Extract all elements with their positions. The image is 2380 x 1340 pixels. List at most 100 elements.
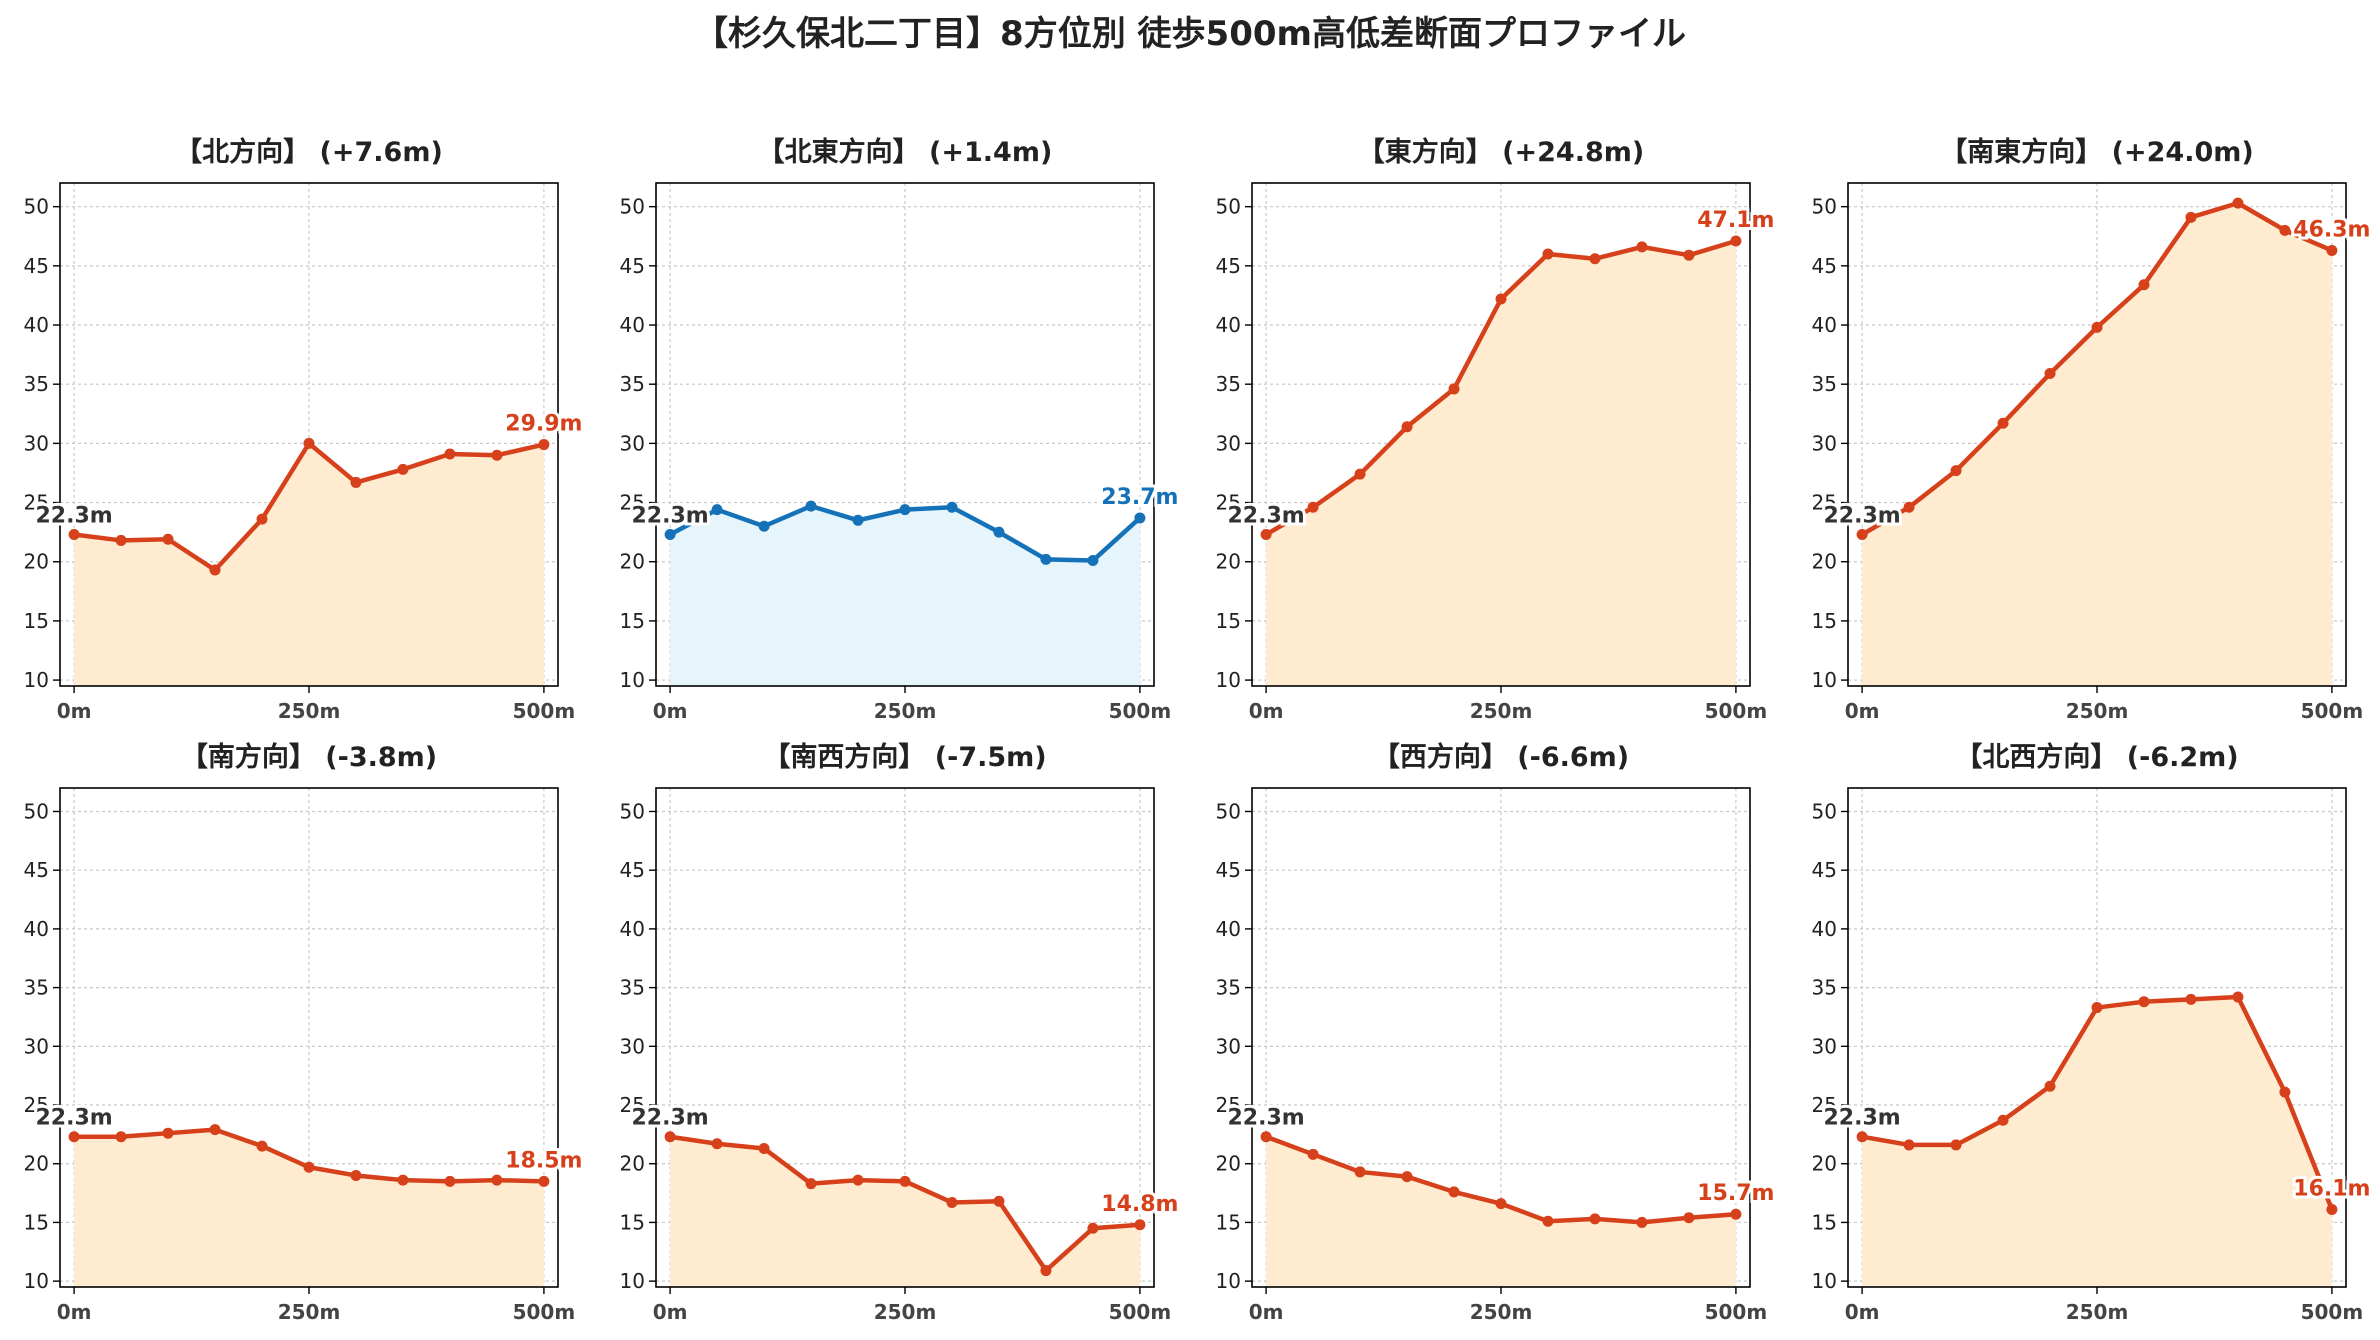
data-point [1683, 1212, 1695, 1224]
data-point [1903, 501, 1915, 513]
y-tick-label: 15 [1812, 1210, 1837, 1234]
y-tick-label: 35 [24, 976, 49, 1000]
y-tick-label: 40 [620, 917, 645, 941]
area-fill [1266, 1136, 1736, 1287]
x-tick-label: 250m [874, 1300, 937, 1324]
data-point [1087, 555, 1099, 567]
y-tick-label: 25 [620, 491, 645, 515]
x-tick-label: 0m [57, 1300, 92, 1324]
y-tick-label: 30 [24, 431, 49, 455]
x-tick-label: 0m [57, 699, 92, 723]
y-tick-label: 45 [24, 254, 49, 278]
data-point [993, 1195, 1005, 1207]
data-point [1636, 1216, 1648, 1228]
y-tick-label: 10 [24, 668, 49, 692]
y-tick-label: 20 [1812, 550, 1837, 574]
data-point [899, 1175, 911, 1187]
y-tick-label: 40 [1812, 917, 1837, 941]
area-fill [1862, 996, 2332, 1287]
data-point [1950, 465, 1962, 477]
data-point [491, 1174, 503, 1186]
y-tick-label: 15 [24, 1210, 49, 1234]
data-point [805, 1178, 817, 1190]
y-tick-label: 25 [1216, 491, 1241, 515]
subplot-title: 【北方向】 (+7.6m) [175, 136, 443, 168]
y-tick-label: 15 [620, 609, 645, 633]
y-tick-label: 15 [1216, 1210, 1241, 1234]
data-point [2232, 197, 2244, 209]
y-tick-label: 20 [1216, 550, 1241, 574]
y-tick-label: 15 [1812, 609, 1837, 633]
y-tick-label: 10 [1812, 1269, 1837, 1293]
data-point [899, 504, 911, 516]
y-tick-label: 30 [24, 1034, 49, 1058]
data-point [1856, 1131, 1868, 1143]
start-elevation-label: 22.3m [631, 504, 708, 529]
y-tick-label: 45 [1216, 254, 1241, 278]
y-tick-label: 35 [24, 372, 49, 396]
y-tick-label: 35 [620, 372, 645, 396]
y-tick-label: 50 [1216, 799, 1241, 823]
subplot-title: 【西方向】 (-6.6m) [1373, 741, 1629, 773]
data-point [1134, 1219, 1146, 1231]
subplot-title: 【南西方向】 (-7.5m) [763, 741, 1046, 773]
data-point [1730, 1208, 1742, 1220]
x-tick-label: 500m [2301, 1300, 2364, 1324]
data-point [1260, 529, 1272, 541]
x-tick-label: 0m [1845, 1300, 1880, 1324]
data-point [2044, 1080, 2056, 1092]
y-tick-label: 35 [1216, 976, 1241, 1000]
y-tick-label: 10 [1216, 1269, 1241, 1293]
y-tick-label: 20 [1812, 1152, 1837, 1176]
data-point [946, 1196, 958, 1208]
data-point [2091, 1002, 2103, 1014]
x-tick-label: 0m [653, 699, 688, 723]
start-elevation-label: 22.3m [1227, 1106, 1304, 1131]
area-fill [670, 506, 1140, 686]
data-point [1087, 1222, 1099, 1234]
subplot-title: 【北東方向】 (+1.4m) [758, 136, 1053, 168]
data-point [2091, 321, 2103, 333]
start-elevation-label: 22.3m [1823, 504, 1900, 529]
y-tick-label: 35 [1812, 372, 1837, 396]
data-point [805, 500, 817, 512]
data-point [162, 533, 174, 545]
data-point [1354, 468, 1366, 480]
data-point [1134, 512, 1146, 524]
data-point [444, 1175, 456, 1187]
data-point [1260, 1131, 1272, 1143]
data-point [1401, 421, 1413, 433]
y-tick-label: 20 [24, 1152, 49, 1176]
y-tick-label: 35 [620, 976, 645, 1000]
y-tick-label: 25 [1812, 1093, 1837, 1117]
y-tick-label: 40 [1216, 917, 1241, 941]
end-elevation-label: 14.8m [1101, 1192, 1178, 1217]
data-point [538, 1175, 550, 1187]
y-tick-label: 25 [24, 1093, 49, 1117]
data-point [1589, 253, 1601, 265]
data-point [1448, 383, 1460, 395]
y-tick-label: 30 [620, 431, 645, 455]
y-tick-label: 50 [24, 799, 49, 823]
data-point [68, 529, 80, 541]
subplot-title: 【南東方向】 (+24.0m) [1940, 136, 2253, 168]
end-elevation-label: 16.1m [2293, 1177, 2370, 1202]
data-point [711, 1138, 723, 1150]
subplot-title: 【南方向】 (-3.8m) [181, 741, 437, 773]
data-point [1495, 293, 1507, 305]
data-point [852, 1174, 864, 1186]
data-point [2232, 991, 2244, 1003]
y-tick-label: 25 [620, 1093, 645, 1117]
y-tick-label: 15 [1216, 609, 1241, 633]
y-tick-label: 35 [1216, 372, 1241, 396]
y-tick-label: 15 [24, 609, 49, 633]
data-point [350, 476, 362, 488]
y-tick-label: 40 [1812, 313, 1837, 337]
x-tick-label: 500m [2301, 699, 2364, 723]
data-point [2138, 279, 2150, 291]
x-tick-label: 250m [278, 699, 341, 723]
data-point [2326, 244, 2338, 256]
data-point [1950, 1139, 1962, 1151]
